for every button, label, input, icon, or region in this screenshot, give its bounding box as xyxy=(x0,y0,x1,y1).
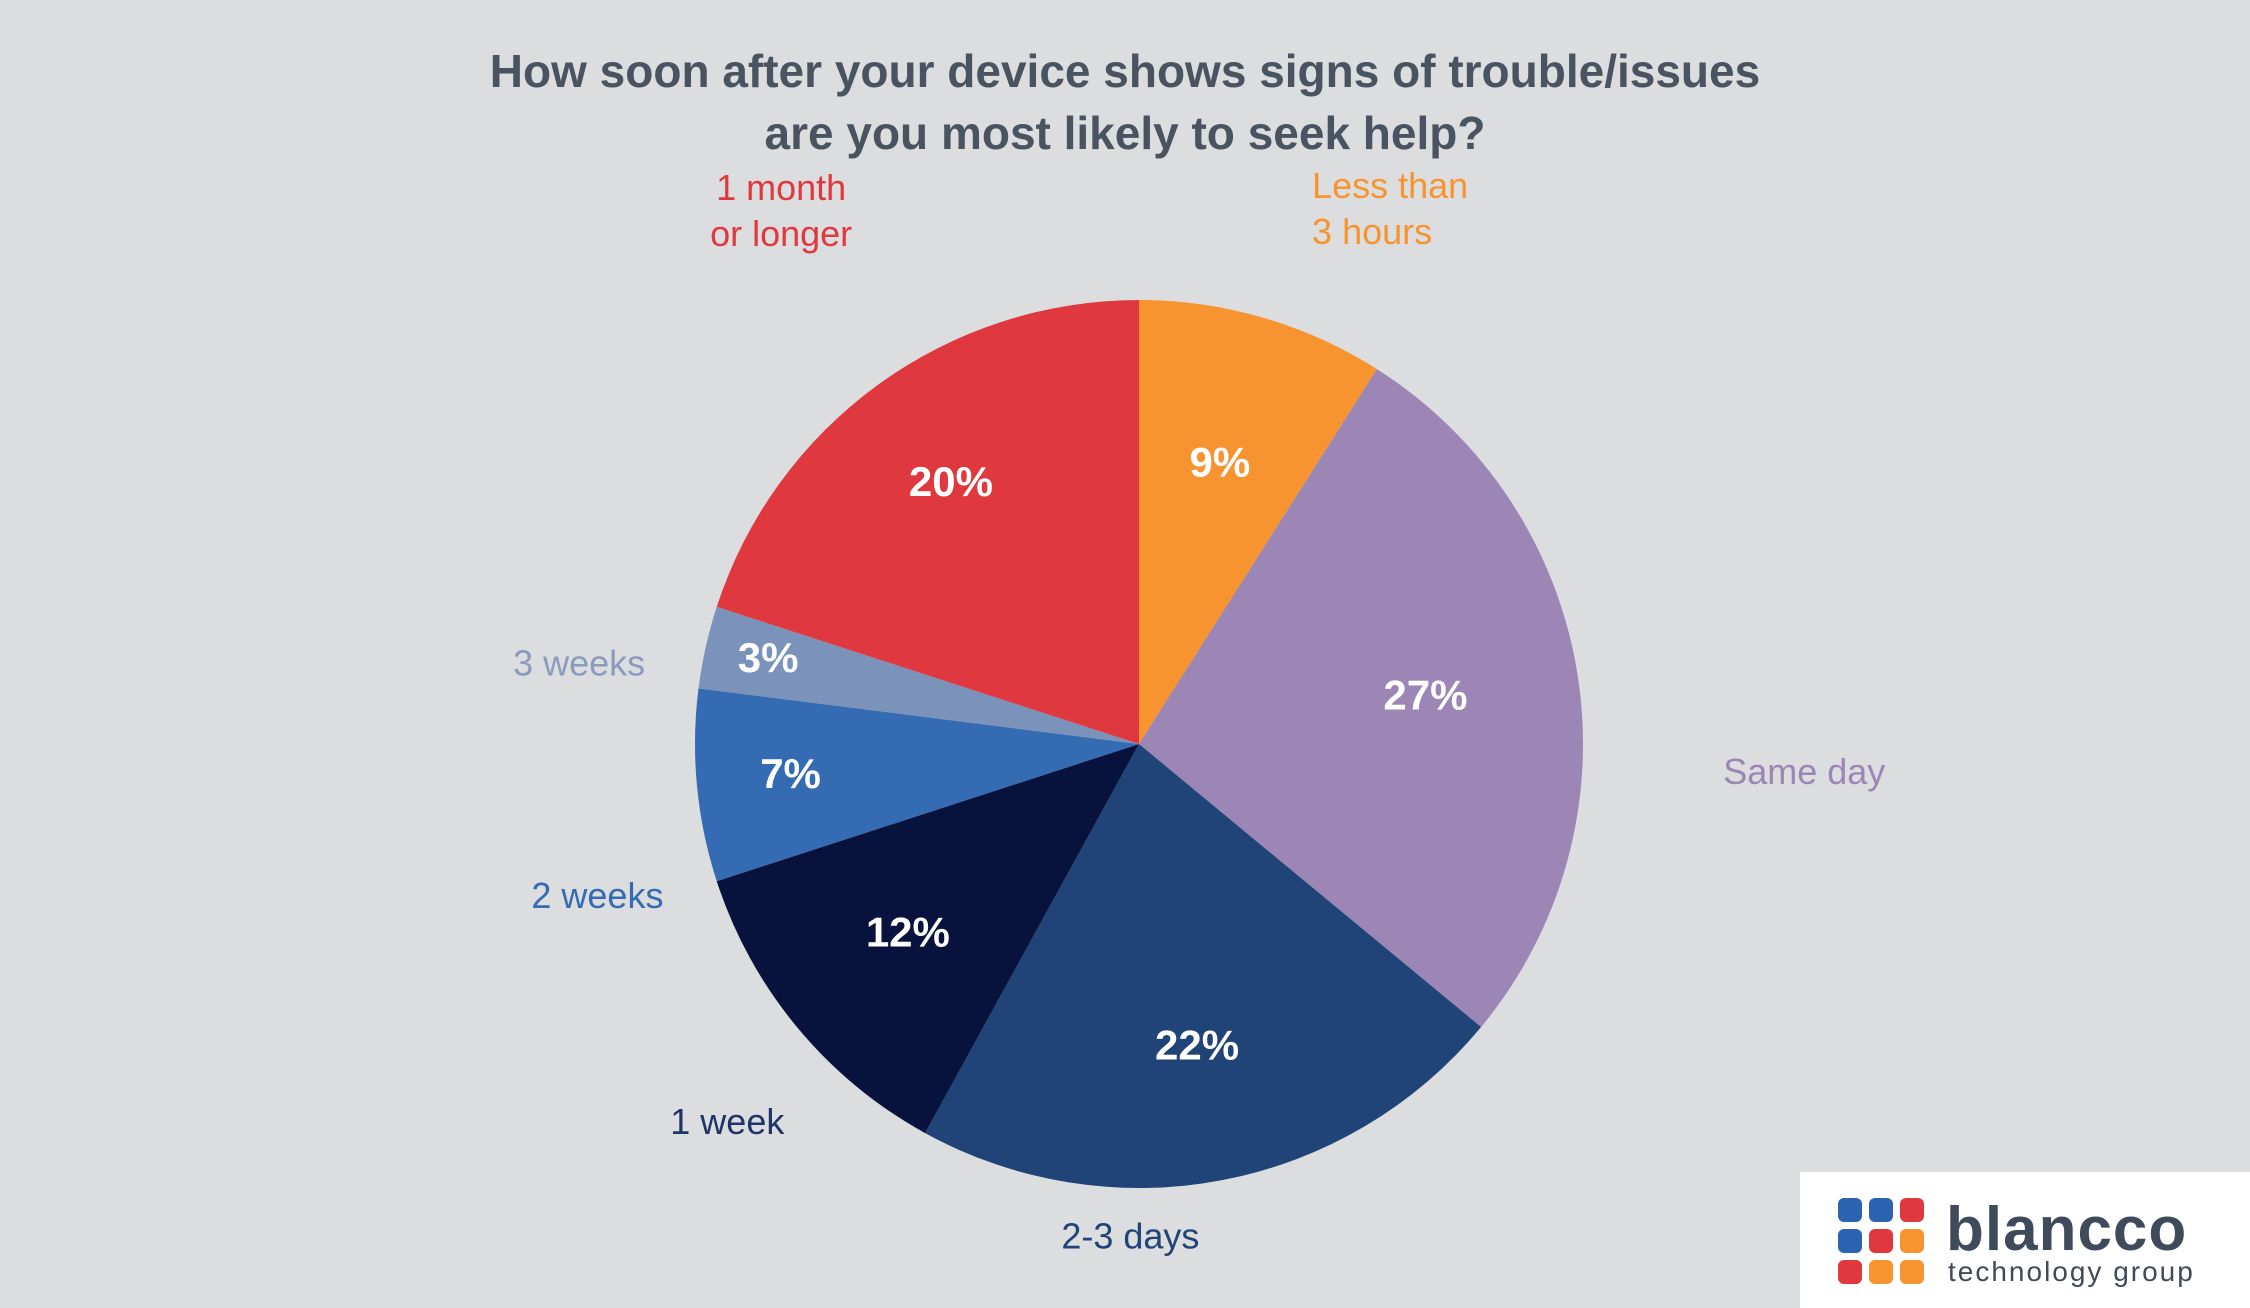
slice-value-label: 22% xyxy=(1155,1022,1239,1069)
slice-category-label: 2 weeks xyxy=(531,875,663,916)
slice-category-label: Same day xyxy=(1723,751,1885,792)
slice-category-label: 3 weeks xyxy=(513,642,645,683)
slice-value-label: 27% xyxy=(1383,672,1467,719)
chart-title-line-1: How soon after your device shows signs o… xyxy=(489,45,1761,97)
logo-tagline: technology group xyxy=(1948,1256,2195,1287)
pie-slice-2 xyxy=(925,744,1482,1188)
slice-value-label: 3% xyxy=(738,634,799,681)
slice-value-label: 12% xyxy=(866,908,950,955)
pie-slice-5 xyxy=(698,606,1139,744)
pie-slice-1 xyxy=(1139,369,1583,1028)
pie-slice-3 xyxy=(716,744,1139,1134)
pie-slice-4 xyxy=(695,688,1139,882)
slice-category-label: 2-3 days xyxy=(1061,1215,1199,1256)
pie-slice-0 xyxy=(1139,300,1377,744)
slice-value-label: 9% xyxy=(1190,439,1251,486)
slice-value-label: 7% xyxy=(760,750,821,797)
blancco-logo: blancco technology group xyxy=(1800,1172,2250,1308)
slice-value-label: 20% xyxy=(909,458,993,505)
logo-wordmark: blancco xyxy=(1946,1195,2188,1264)
slice-category-label: 1 week xyxy=(670,1101,785,1142)
pie-slice-6 xyxy=(716,300,1139,744)
slice-category-label: Less than 3 hours xyxy=(1312,165,1468,252)
slice-category-label: 1 month or longer xyxy=(710,167,852,254)
logo-dots-icon xyxy=(1838,1198,1924,1284)
chart-title-line-2: are you most likely to seek help? xyxy=(764,107,1486,159)
